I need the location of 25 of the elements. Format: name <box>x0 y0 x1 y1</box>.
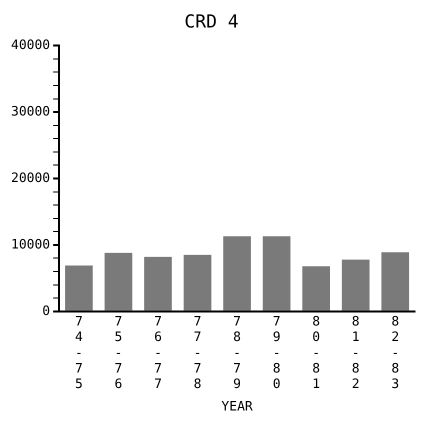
bar <box>144 256 172 310</box>
bar <box>223 236 251 310</box>
x-tick-label: 80-81 <box>312 314 320 392</box>
x-tick-label: 74-75 <box>74 314 83 392</box>
x-tick-label: 81-82 <box>352 314 360 392</box>
y-tick-label: 40000 <box>10 38 50 53</box>
bar <box>184 254 212 310</box>
y-tick-label: 10000 <box>10 237 50 252</box>
bar <box>262 236 290 310</box>
y-tick-label: 20000 <box>10 170 50 186</box>
x-axis-title: YEAR <box>221 400 253 415</box>
y-tick-label: 0 <box>42 304 50 319</box>
chart-title: CRD 4 <box>184 11 239 32</box>
x-tick-label: 75-76 <box>114 314 122 392</box>
y-tick-label: 30000 <box>10 104 50 120</box>
bar <box>104 252 132 310</box>
x-tick-label: 77-78 <box>194 314 202 392</box>
x-tick-label: 79-80 <box>272 314 281 392</box>
x-tick-label: 76-77 <box>154 314 162 392</box>
bar <box>65 266 93 310</box>
x-tick-label: 78-79 <box>233 314 241 392</box>
bar <box>381 252 410 310</box>
bar <box>302 266 330 310</box>
x-tick-label: 82-83 <box>391 314 400 392</box>
bar <box>342 260 370 310</box>
